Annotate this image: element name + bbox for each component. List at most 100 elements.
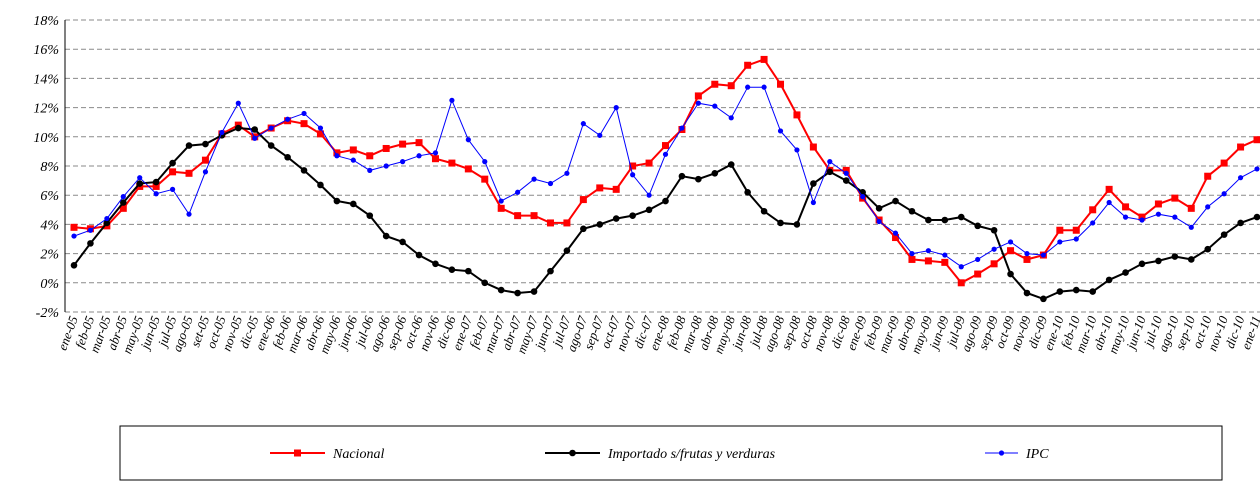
marker bbox=[399, 238, 406, 246]
marker bbox=[219, 129, 225, 136]
y-tick-label: 6% bbox=[40, 189, 59, 204]
marker bbox=[87, 227, 94, 233]
marker bbox=[399, 140, 407, 148]
marker bbox=[909, 251, 915, 257]
marker bbox=[251, 126, 259, 133]
marker bbox=[1187, 256, 1195, 263]
marker bbox=[300, 167, 308, 174]
marker bbox=[119, 199, 127, 206]
marker bbox=[597, 132, 603, 138]
legend-marker bbox=[569, 449, 576, 457]
marker bbox=[1105, 276, 1113, 284]
marker bbox=[1172, 214, 1178, 220]
marker bbox=[333, 197, 341, 205]
marker bbox=[990, 226, 998, 234]
marker bbox=[1007, 247, 1015, 255]
marker bbox=[515, 189, 521, 195]
marker bbox=[695, 100, 701, 106]
marker bbox=[1056, 288, 1064, 295]
marker bbox=[612, 185, 620, 193]
marker bbox=[646, 192, 652, 198]
marker bbox=[1073, 236, 1079, 242]
marker bbox=[448, 159, 456, 167]
marker bbox=[1138, 213, 1146, 221]
marker bbox=[942, 252, 948, 258]
marker bbox=[1057, 239, 1063, 245]
marker bbox=[793, 111, 801, 119]
marker bbox=[1089, 206, 1097, 214]
marker bbox=[169, 159, 176, 167]
marker bbox=[760, 55, 768, 63]
marker bbox=[70, 261, 78, 269]
legend-label: IPC bbox=[1025, 447, 1049, 462]
marker bbox=[1105, 185, 1113, 193]
marker bbox=[235, 124, 242, 132]
marker bbox=[579, 196, 587, 204]
marker bbox=[810, 199, 816, 206]
marker bbox=[1007, 270, 1014, 278]
marker bbox=[464, 165, 472, 173]
marker bbox=[580, 121, 586, 127]
marker bbox=[925, 248, 931, 254]
marker bbox=[1221, 191, 1227, 197]
marker bbox=[1171, 194, 1179, 202]
y-tick-label: -2% bbox=[36, 306, 59, 321]
marker bbox=[827, 159, 833, 165]
y-tick-label: 10% bbox=[33, 131, 59, 146]
legend-label: Importado s/frutas y verduras bbox=[607, 447, 776, 462]
series-line bbox=[73, 86, 1258, 268]
marker bbox=[333, 149, 341, 157]
marker bbox=[760, 207, 768, 215]
marker bbox=[202, 140, 209, 148]
marker bbox=[727, 82, 735, 90]
marker bbox=[103, 219, 111, 227]
marker bbox=[465, 267, 472, 275]
y-tick-label: 12% bbox=[33, 102, 59, 117]
marker bbox=[1155, 257, 1162, 265]
marker bbox=[957, 279, 965, 287]
marker bbox=[104, 215, 110, 222]
marker bbox=[612, 215, 620, 222]
y-tick-label: 14% bbox=[33, 72, 59, 87]
marker bbox=[448, 266, 456, 273]
marker bbox=[316, 130, 324, 138]
marker bbox=[679, 125, 685, 131]
marker bbox=[1106, 199, 1112, 206]
marker bbox=[235, 100, 241, 106]
marker bbox=[563, 247, 571, 254]
marker bbox=[777, 80, 785, 88]
marker bbox=[1204, 245, 1212, 253]
marker bbox=[530, 288, 538, 295]
marker bbox=[1220, 159, 1228, 167]
marker bbox=[531, 176, 537, 182]
marker bbox=[186, 211, 192, 217]
legend-marker bbox=[998, 450, 1005, 456]
y-tick-label: 2% bbox=[40, 248, 59, 263]
marker bbox=[1024, 251, 1030, 257]
marker bbox=[1090, 220, 1096, 226]
marker bbox=[1040, 295, 1047, 303]
marker bbox=[941, 258, 949, 266]
marker bbox=[596, 221, 604, 228]
marker bbox=[826, 168, 834, 176]
marker bbox=[744, 61, 752, 69]
marker bbox=[284, 153, 291, 161]
y-tick-label: 4% bbox=[40, 218, 59, 233]
marker bbox=[843, 170, 849, 176]
marker bbox=[547, 267, 554, 275]
marker bbox=[431, 155, 439, 163]
marker bbox=[1254, 166, 1260, 172]
marker bbox=[300, 120, 308, 128]
marker bbox=[629, 162, 637, 170]
marker bbox=[974, 222, 981, 230]
marker bbox=[481, 175, 489, 183]
marker bbox=[185, 169, 193, 177]
marker bbox=[596, 184, 604, 192]
marker bbox=[120, 194, 126, 200]
marker bbox=[366, 212, 374, 219]
marker bbox=[119, 204, 127, 212]
marker bbox=[875, 205, 883, 212]
marker bbox=[1204, 172, 1212, 180]
y-tick-label: 18% bbox=[33, 14, 59, 29]
